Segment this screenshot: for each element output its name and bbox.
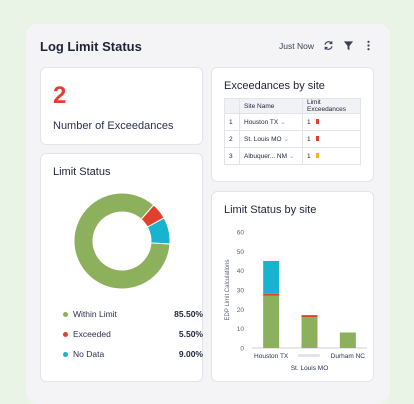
y-tick-label: 0 [240,346,244,353]
y-tick-label: 20 [237,307,245,314]
site-name-text: Houston TX [244,119,279,126]
table-header-row: Site Name Limit Exceedances [224,98,361,114]
chevron-down-icon: ⌄ [289,153,295,160]
row-exceedance-count: 1 [302,147,361,165]
donut-slice-no-data[interactable] [146,217,171,245]
x-tick-label: St. Louis MO [291,365,329,372]
row-index: 1 [224,113,240,131]
row-site-name[interactable]: Albuquer... NM ⌄ [239,147,303,165]
legend-item[interactable]: No Data 9.00% [63,349,203,361]
bar-exceeded[interactable] [263,293,280,296]
exceedance-count-text: 1 [307,135,311,143]
refresh-icon[interactable] [323,40,334,51]
legend-label: Exceeded [73,329,111,339]
limit-status-donut-chart[interactable] [41,190,204,300]
filter-icon[interactable] [343,40,354,51]
y-tick-label: 50 [237,249,245,256]
row-site-name[interactable]: St. Louis MO ⌄ [239,130,303,148]
chevron-down-icon: ⌄ [283,136,290,143]
status-flag [315,153,319,159]
limit-status-title: Limit Status [53,166,111,178]
bar-within-limit[interactable] [263,295,280,348]
bar-within-limit[interactable] [301,317,318,348]
row-index: 2 [224,130,240,148]
exceedance-count-card[interactable]: 2 Number of Exceedances [40,67,203,145]
row-exceedance-count: 1 [302,113,361,131]
bar-within-limit[interactable] [339,332,356,348]
exceedances-table: Site Name Limit Exceedances 1 Houston TX ⌄… [224,98,361,165]
axis-scrollbar[interactable] [298,354,320,357]
y-tick-label: 30 [237,288,245,295]
site-name-text: St. Louis MO [244,136,282,143]
y-tick-label: 10 [237,326,245,333]
column-header-site[interactable]: Site Name [239,98,303,114]
y-axis-title: EDP Limit Calculations [225,260,231,321]
exceedance-count-text: 1 [307,152,311,160]
exceedance-count-text: 1 [307,118,311,126]
legend-item[interactable]: Within Limit 85.50% [63,309,203,321]
row-index: 3 [224,147,240,165]
legend-item[interactable]: Exceeded 5.50% [63,329,203,341]
limit-status-card: Limit Status Within Limit 85.50% Exceeded 5… [40,153,203,382]
bar-exceeded[interactable] [301,315,318,318]
column-header-index [224,98,240,114]
x-tick-label: Houston TX [254,353,289,360]
limit-status-by-site-card: Limit Status by site 0 10 20 30 40 50 60 EDP Li… [211,191,374,382]
legend-value: 85.50% [174,309,203,319]
page-title: Log Limit Status [40,39,142,54]
chevron-down-icon: ⌄ [280,119,286,126]
legend-value: 9.00% [178,349,203,359]
legend-swatch [63,312,68,317]
legend-swatch [63,332,68,337]
limit-status-by-site-chart[interactable]: 0 10 20 30 40 50 60 EDP Limit Calculations Houst… [212,220,375,380]
row-exceedance-count: 1 [302,130,361,148]
table-row[interactable]: 3 Albuquer... NM ⌄ 1 [224,147,361,165]
site-name-text: Albuquer... NM [244,153,287,160]
bar-no-data[interactable] [263,261,280,294]
exceedance-count-value: 2 [53,82,67,109]
status-flag [315,136,319,142]
legend-label: Within Limit [73,309,117,319]
legend-label: No Data [73,349,105,359]
legend-swatch [63,352,68,357]
header-actions: Just Now [279,40,374,51]
exceedances-by-site-card: Exceedances by site Site Name Limit Exce… [211,67,374,182]
limit-status-by-site-title: Limit Status by site [224,204,317,216]
table-row[interactable]: 2 St. Louis MO ⌄ 1 [224,130,361,148]
y-tick-label: 40 [237,268,245,275]
x-tick-label: Durham NC [331,353,366,360]
status-flag [315,119,319,125]
column-header-exceedances[interactable]: Limit Exceedances [302,98,361,114]
last-updated-text: Just Now [279,40,314,51]
y-tick-label: 60 [237,230,245,237]
donut-slice-within-limit[interactable] [73,192,171,290]
exceedance-count-label: Number of Exceedances [53,120,174,132]
table-row[interactable]: 1 Houston TX ⌄ 1 [224,113,361,131]
exceedances-by-site-title: Exceedances by site [224,80,325,92]
row-site-name[interactable]: Houston TX ⌄ [239,113,303,131]
more-vertical-icon[interactable] [363,40,374,51]
legend-value: 5.50% [178,329,203,339]
